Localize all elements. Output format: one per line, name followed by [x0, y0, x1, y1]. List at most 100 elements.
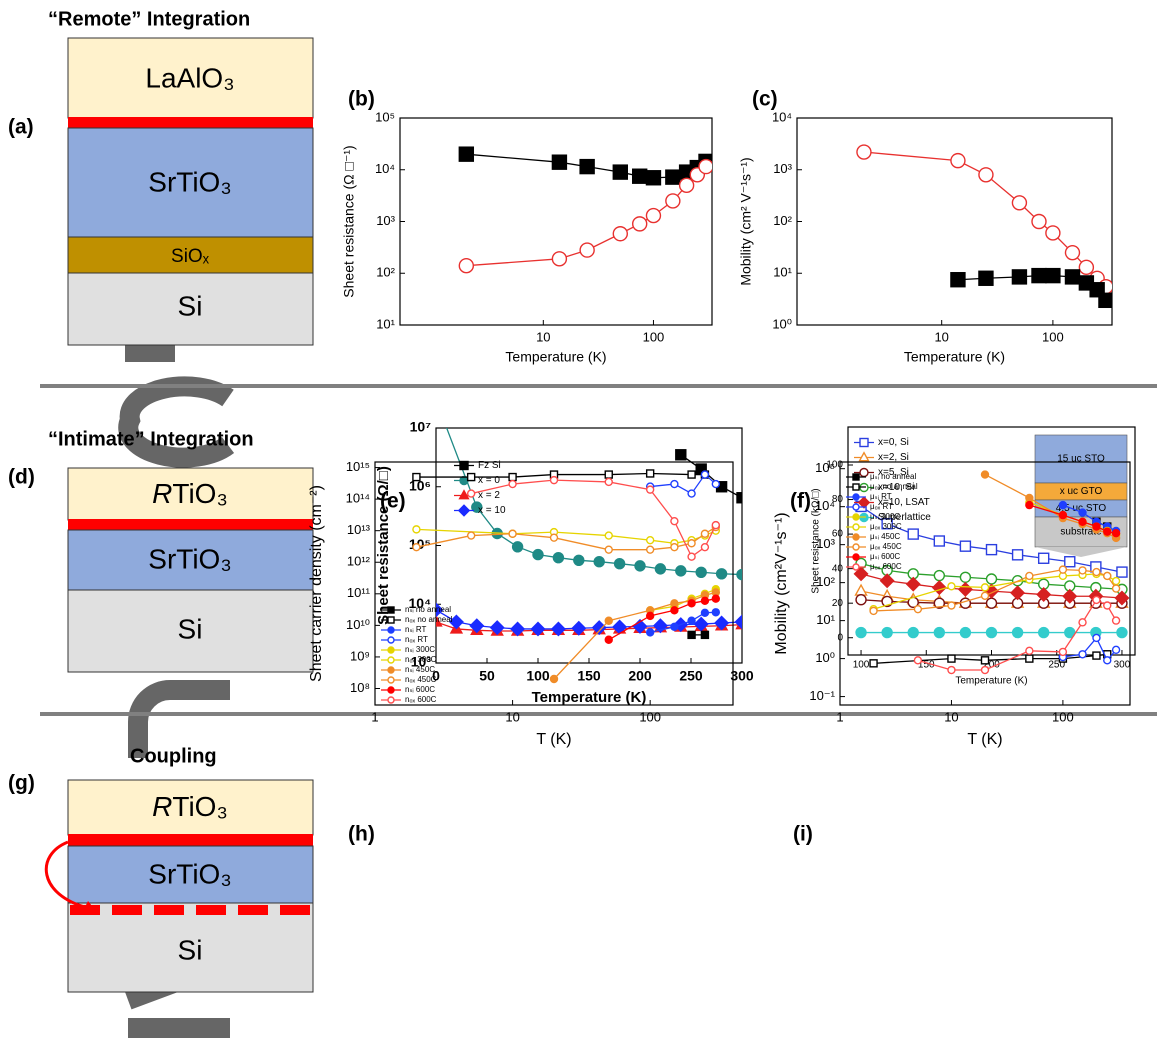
data-point — [985, 597, 998, 609]
data-point — [631, 216, 648, 232]
data-point — [1037, 552, 1050, 564]
y-tick-label: 10³ — [773, 161, 792, 176]
y-tick-label: 10⁻¹ — [809, 688, 835, 703]
legend-label: nₒₓ no anneal — [405, 615, 453, 624]
x-tick-label: 100 — [643, 329, 665, 344]
data-point — [687, 616, 696, 625]
legend-label: μₒₓ 300C — [870, 522, 902, 531]
legend-label: x=10, LSAT — [878, 497, 930, 508]
data-point — [1062, 588, 1078, 604]
data-point — [881, 518, 893, 530]
data-point — [1111, 616, 1121, 625]
dash — [280, 905, 310, 915]
data-point — [532, 548, 544, 561]
data-point — [549, 674, 559, 684]
data-point — [489, 620, 505, 636]
data-point — [736, 492, 742, 504]
panel-label: (b) — [348, 88, 375, 111]
data-point — [1092, 522, 1101, 531]
panel-label: (g) — [8, 772, 35, 795]
legend-label: nₛᵢ no anneal — [405, 605, 451, 614]
data-point — [687, 539, 696, 548]
data-point — [573, 554, 585, 566]
layer — [67, 236, 314, 274]
data-point — [980, 470, 990, 479]
legend-label: x=2, Si — [878, 452, 909, 463]
data-point — [675, 449, 687, 461]
data-point — [665, 169, 681, 185]
legend-label: x=10, Si — [878, 482, 914, 493]
series-line — [873, 568, 1117, 612]
legend-label: μₛᵢ RT — [870, 492, 892, 501]
data-point — [631, 168, 648, 184]
legend-label: nₒₓ 450C — [405, 675, 437, 684]
interface — [68, 519, 313, 530]
data-point — [1078, 566, 1087, 575]
legend-label: x=5, Si — [878, 467, 909, 478]
y-tick-label: 10¹² — [347, 554, 371, 569]
data-point — [947, 582, 956, 591]
layer — [67, 467, 314, 521]
data-point — [508, 529, 517, 538]
x-tick-label: 0 — [432, 668, 440, 684]
x-tick-label: 250 — [679, 668, 703, 684]
legend-swatch — [387, 686, 395, 694]
legend-label: Superlattice — [878, 512, 931, 523]
legend-label: nₛᵢ 300C — [405, 645, 435, 654]
data-point — [645, 611, 655, 621]
x-axis-label: T (K) — [967, 731, 1002, 748]
data-point — [551, 251, 568, 267]
data-point — [670, 606, 679, 615]
y-tick-label: 10¹ — [376, 316, 395, 331]
section-title: Coupling — [130, 745, 217, 767]
data-point — [700, 630, 710, 640]
inset-tip — [1035, 547, 1127, 557]
data-point — [1045, 225, 1061, 241]
layer — [67, 529, 314, 591]
data-point — [612, 164, 628, 180]
layer — [67, 272, 314, 346]
data-point — [1045, 267, 1061, 284]
layer-label-italic: R — [152, 791, 172, 822]
layer-label: SrTiO₃ — [148, 543, 231, 574]
x-tick-label: 250 — [1048, 660, 1065, 671]
plot-frame — [839, 461, 1131, 706]
data-point — [458, 257, 475, 274]
data-point — [879, 573, 895, 589]
data-point — [985, 573, 998, 585]
legend-label: x = 0 — [478, 475, 500, 486]
data-point — [687, 489, 696, 498]
layer-label: RTiO₃ — [152, 478, 228, 509]
data-point — [604, 531, 613, 540]
data-point — [530, 621, 546, 637]
data-point — [695, 566, 707, 578]
data-point — [959, 540, 972, 552]
dash — [154, 905, 184, 915]
legend-swatch — [852, 493, 860, 501]
data-point — [1011, 549, 1024, 561]
arrow — [44, 840, 89, 910]
layer-label-rest: TiO₃ — [172, 478, 227, 509]
legend-swatch — [852, 553, 860, 561]
data-point — [1011, 626, 1024, 639]
data-point — [645, 485, 655, 494]
inset-label: substrate — [1060, 527, 1102, 538]
data-point — [1064, 244, 1081, 261]
legend-label: nₛᵢ 450C — [405, 665, 435, 674]
data-point — [855, 594, 867, 606]
plot-frame — [796, 117, 1113, 326]
data-point — [510, 621, 526, 637]
data-point — [985, 543, 998, 556]
plot-frame — [399, 117, 713, 326]
data-point — [931, 580, 947, 596]
x-tick-label: 150 — [577, 668, 601, 684]
data-point — [1037, 626, 1050, 639]
series-line — [416, 526, 717, 551]
data-point — [670, 479, 679, 489]
data-point — [907, 528, 919, 540]
data-point — [913, 604, 923, 614]
x-tick-label: 10 — [536, 329, 550, 344]
y-tick-label: 10⁴ — [375, 161, 395, 176]
data-point — [645, 469, 655, 478]
chart: (f)100 150 200 250 300020406080100Temperatur… — [790, 426, 1136, 687]
